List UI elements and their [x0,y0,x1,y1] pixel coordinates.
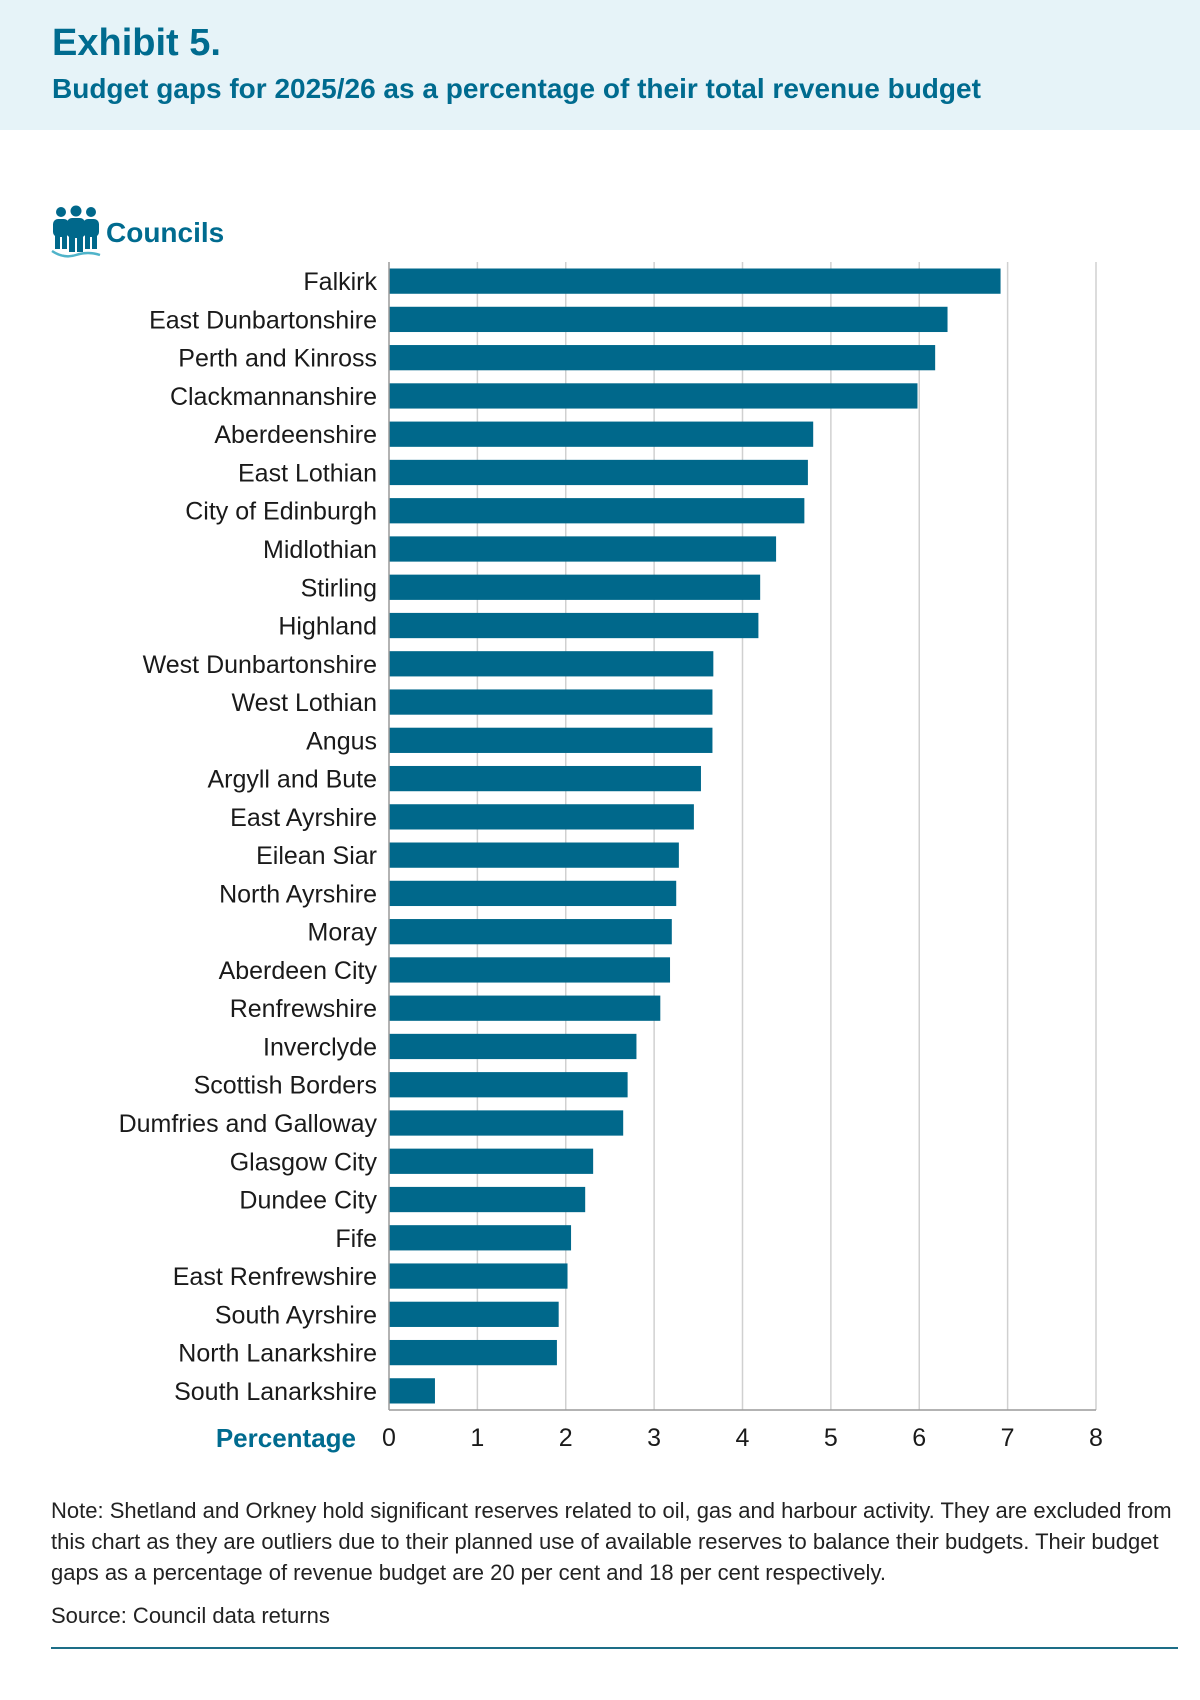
category-label: East Dunbartonshire [149,306,377,334]
category-label: Midlothian [263,536,377,564]
bar [389,268,1001,294]
category-label: Inverclyde [263,1033,377,1061]
category-label: Highland [278,613,377,641]
category-label: Aberdeen City [219,957,378,985]
x-tick-label: 3 [647,1424,661,1452]
bar [389,765,701,792]
bar [389,1033,637,1060]
category-label: Dumfries and Galloway [119,1110,378,1138]
chart-source: Source: Council data returns [51,1603,330,1628]
category-label: Stirling [301,574,377,602]
bar [389,421,814,447]
category-label: East Renfrewshire [173,1263,377,1291]
bar [389,612,759,639]
category-label: South Ayrshire [215,1301,377,1329]
header-banner: Exhibit 5. Budget gaps for 2025/26 as a … [0,0,1200,130]
exhibit-title: Exhibit 5. [52,22,221,64]
bar [389,727,713,753]
bar [389,383,918,409]
bar-chart: Falkirk East Dunbartonshire Perth and Kinr… [119,262,1103,1453]
x-tick-label: 7 [1001,1424,1015,1452]
category-label: North Ayrshire [219,880,377,908]
bar [389,1186,586,1213]
bar [389,345,936,371]
category-label: West Lothian [232,689,377,717]
category-label: West Dunbartonshire [143,651,377,679]
bar [389,651,714,677]
category-label: East Ayrshire [230,804,377,832]
category-label: East Lothian [238,459,377,487]
x-tick-label: 8 [1089,1424,1103,1452]
category-label: Falkirk [303,268,377,296]
category-label: Clackmannanshire [170,383,377,411]
category-label: City of Edinburgh [185,498,377,526]
category-label: Moray [308,919,378,947]
bar [389,919,672,945]
x-tick-label: 5 [824,1424,838,1452]
x-tick-label: 1 [470,1424,484,1452]
category-label: South Lanarkshire [174,1378,377,1406]
bar [389,995,661,1021]
category-label: North Lanarkshire [178,1340,377,1368]
councils-label: Councils [50,205,224,261]
x-tick-label: 4 [736,1424,750,1452]
bar [389,306,948,333]
x-axis-label: Percentage [216,1423,356,1453]
x-tick-label: 0 [382,1424,396,1452]
councils-heading: Councils [106,217,225,248]
category-label: Angus [306,727,377,755]
category-label: Perth and Kinross [178,345,377,373]
category-label: Eilean Siar [256,842,377,870]
bar [389,498,805,524]
bar [389,804,694,830]
bar [389,1263,568,1289]
bar [389,574,761,600]
bar [389,1072,628,1098]
people-group-icon [51,205,101,258]
bar [389,957,671,983]
bar [389,842,679,868]
chart-note: Note: Shetland and Orkney hold significa… [51,1498,1172,1585]
bar [389,1339,557,1366]
bar [389,1148,594,1174]
category-label: Glasgow City [230,1148,378,1176]
category-label: Dundee City [239,1187,377,1215]
bar [389,1301,559,1327]
category-label: Renfrewshire [230,995,377,1023]
bar [389,536,777,562]
bar [389,1110,624,1136]
bar [389,1378,435,1404]
category-label: Fife [335,1225,377,1253]
bar [389,459,808,486]
category-label: Scottish Borders [194,1072,377,1100]
footer-divider [51,1647,1178,1649]
x-tick-label: 6 [912,1424,926,1452]
category-label: Argyll and Bute [207,766,377,794]
x-tick-label: 2 [559,1424,573,1452]
bar [389,880,677,907]
chart-subtitle: Budget gaps for 2025/26 as a percentage … [52,73,981,104]
category-label: Aberdeenshire [214,421,377,449]
bar [389,1225,572,1251]
bar [389,689,713,715]
